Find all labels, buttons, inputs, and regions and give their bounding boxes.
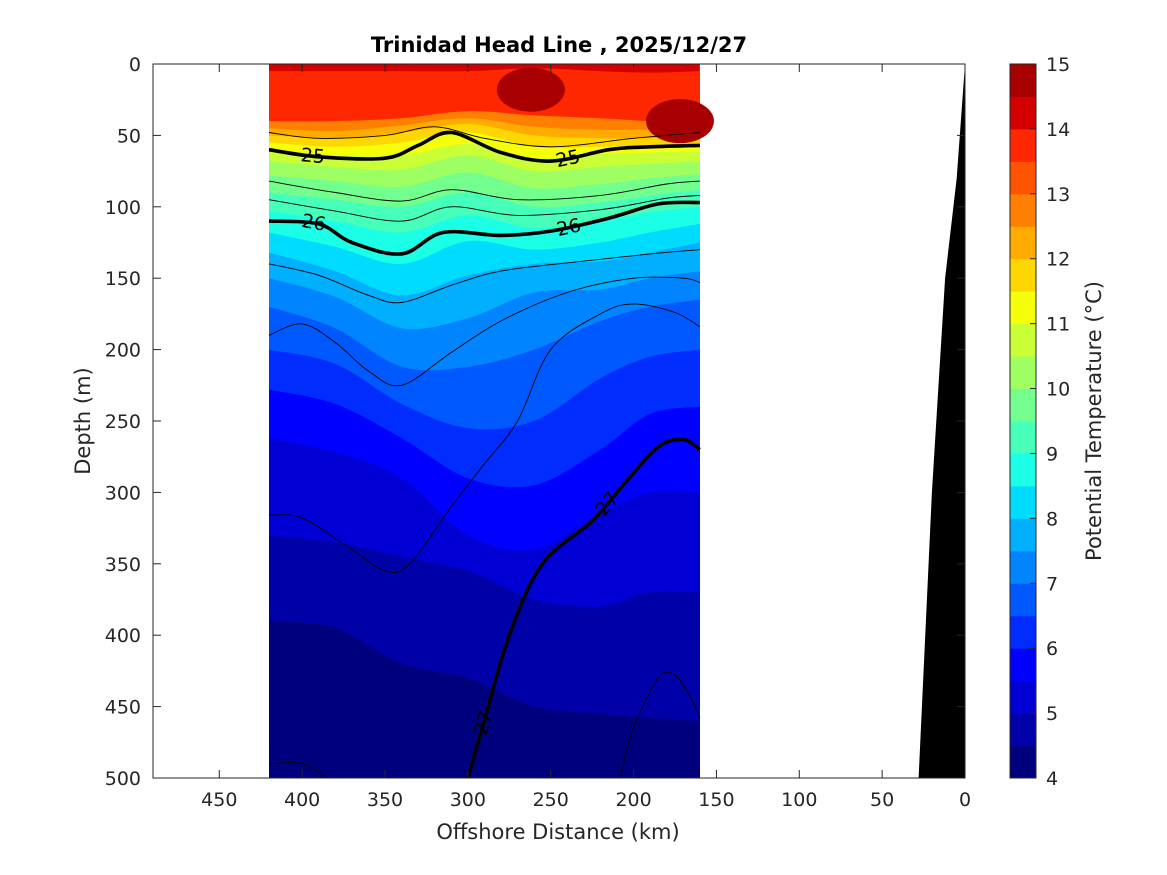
temperature-band-19: [269, 735, 700, 778]
colorbar-segment: [1010, 648, 1036, 682]
colorbar-tick-label: 8: [1046, 508, 1058, 530]
density-contour-thin-9: [619, 671, 701, 778]
colorbar-tick-label: 10: [1046, 379, 1070, 401]
colorbar-tick-label: 5: [1046, 703, 1058, 725]
y-tick-label: 300: [105, 482, 141, 504]
y-tick-label: 450: [105, 697, 141, 719]
x-tick-label: 150: [698, 789, 734, 811]
colorbar-segment: [1010, 583, 1036, 617]
colorbar-tick-label: 4: [1046, 768, 1058, 790]
y-tick-label: 400: [105, 625, 141, 647]
y-axis: 0 50 100 150 200 250 300 350 400 450 500: [105, 54, 965, 790]
density-contour-thin-8: [268, 303, 701, 573]
y-tick-label: 350: [105, 554, 141, 576]
x-tick-label: 300: [450, 789, 486, 811]
y-tick-label: 250: [105, 411, 141, 433]
warm-core-inner-1: [661, 110, 698, 133]
warm-core-inner-0: [512, 78, 549, 101]
x-tick-label: 100: [781, 789, 817, 811]
contour-label-26: 26: [555, 214, 583, 241]
colorbar-segment: [1010, 421, 1036, 454]
colorbar-frame: [1009, 63, 1037, 779]
density-contour-thin-4: [268, 180, 700, 202]
chart-title: Trinidad Head Line , 2025/12/27: [371, 33, 747, 57]
colorbar-segment: [1010, 356, 1036, 390]
bathymetry-layer: [918, 64, 965, 778]
colorbar-tick-label: 12: [1046, 249, 1070, 271]
y-tick-label: 150: [105, 268, 141, 290]
colorbar-segment: [1010, 453, 1036, 487]
y-tick-label: 100: [105, 197, 141, 219]
colorbar-tick-label: 14: [1046, 119, 1070, 141]
y-tick-label: 0: [129, 54, 141, 76]
colorbar-segment: [1010, 161, 1036, 195]
y-tick-label: 500: [105, 768, 141, 790]
x-tick-label: 50: [870, 789, 894, 811]
temperature-fill-layer: [269, 64, 714, 778]
x-axis-label: Offshore Distance (km): [436, 820, 679, 844]
colorbar-tick-label: 15: [1046, 54, 1070, 76]
colorbar-segment: [1010, 388, 1036, 422]
y-tick-label: 50: [117, 125, 141, 147]
colorbar-segment: [1010, 258, 1036, 292]
x-tick-label: 0: [959, 789, 971, 811]
colorbar-segment: [1010, 550, 1036, 584]
colorbar-tick-label: 7: [1046, 573, 1058, 595]
x-tick-label: 400: [284, 789, 320, 811]
colorbar-segment: [1010, 226, 1036, 260]
colorbar: 4 5 6 7 8 9 10 11 12 13 14 15: [1009, 54, 1070, 790]
density-contour-27: [466, 437, 701, 778]
density-contour-thin-7: [268, 276, 701, 387]
density-contour-thin-10: [268, 762, 328, 778]
colorbar-tick-label: 13: [1046, 184, 1070, 206]
density-contour-thin-5: [268, 194, 700, 222]
colorbar-tick-label: 6: [1046, 638, 1058, 660]
colorbar-segment: [1010, 291, 1036, 325]
temperature-band-18: [269, 620, 700, 778]
colorbar-segment: [1010, 680, 1036, 714]
density-contour-25: [268, 130, 700, 163]
colorbar-segment: [1010, 745, 1036, 779]
y-tick-label: 200: [105, 340, 141, 362]
colorbar-tick-label: 11: [1046, 314, 1070, 336]
density-contour-26: [268, 200, 700, 256]
density-contour-layer: [268, 126, 701, 778]
y-axis-label: Depth (m): [71, 367, 95, 474]
colorbar-segment: [1010, 615, 1036, 649]
colorbar-segment: [1010, 128, 1036, 162]
colorbar-segment: [1010, 485, 1036, 519]
seafloor-bathymetry: [918, 64, 965, 778]
colorbar-segment: [1010, 323, 1036, 357]
contour-label-25: 25: [554, 146, 582, 173]
density-contour-thin-6: [268, 249, 700, 304]
contour-label-25: 25: [300, 144, 326, 168]
x-tick-label: 200: [615, 789, 651, 811]
colorbar-segment: [1010, 713, 1036, 747]
colorbar-segment: [1010, 193, 1036, 227]
colorbar-segment: [1010, 96, 1036, 130]
x-axis: 450 400 350 300 250 200 150 100 50 0: [201, 64, 971, 811]
colorbar-tick-label: 9: [1046, 443, 1058, 465]
x-tick-label: 350: [367, 789, 403, 811]
density-contour-thin-3: [268, 126, 700, 148]
colorbar-segment: [1010, 518, 1036, 552]
contour-label-26: 26: [300, 210, 328, 236]
x-tick-label: 450: [201, 789, 237, 811]
colorbar-segment: [1010, 64, 1036, 97]
x-tick-label: 250: [533, 789, 569, 811]
colorbar-label: Potential Temperature (°C): [1082, 281, 1106, 561]
